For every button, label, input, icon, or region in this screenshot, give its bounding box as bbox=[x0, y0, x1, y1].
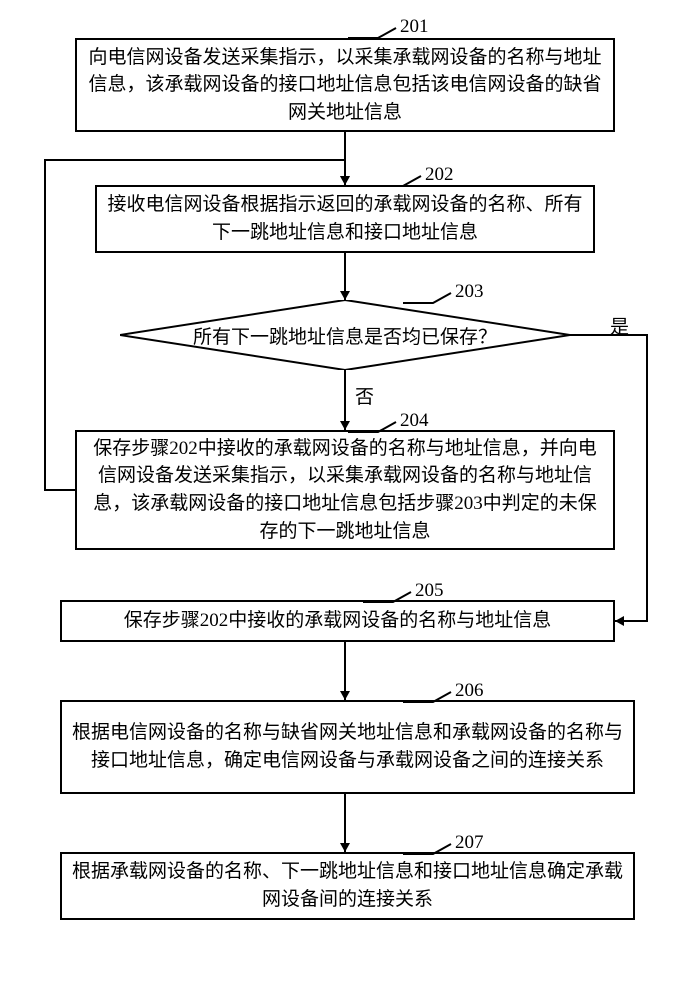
step-label-206: 206 bbox=[455, 680, 484, 702]
step-label-202: 202 bbox=[425, 164, 454, 186]
step-label-207: 207 bbox=[455, 832, 484, 854]
step-206-text: 根据电信网设备的名称与缺省网关地址信息和承载网设备的名称与接口地址信息，确定电信… bbox=[72, 719, 623, 774]
step-201-box: 向电信网设备发送采集指示，以采集承载网设备的名称与地址信息，该承载网设备的接口地… bbox=[75, 38, 615, 132]
step-205-box: 保存步骤202中接收的承载网设备的名称与地址信息 bbox=[60, 600, 615, 642]
edge-label-否: 否 bbox=[355, 382, 374, 409]
step-202-box: 接收电信网设备根据指示返回的承载网设备的名称、所有下一跳地址信息和接口地址信息 bbox=[95, 185, 595, 253]
step-202-text: 接收电信网设备根据指示返回的承载网设备的名称、所有下一跳地址信息和接口地址信息 bbox=[107, 191, 583, 246]
step-204-box: 保存步骤202中接收的承载网设备的名称与地址信息，并向电信网设备发送采集指示，以… bbox=[75, 430, 615, 550]
step-203-diamond: 所有下一跳地址信息是否均已保存？ bbox=[120, 300, 570, 370]
step-205-text: 保存步骤202中接收的承载网设备的名称与地址信息 bbox=[124, 607, 552, 635]
step-label-201: 201 bbox=[400, 16, 429, 38]
step-201-text: 向电信网设备发送采集指示，以采集承载网设备的名称与地址信息，该承载网设备的接口地… bbox=[87, 44, 603, 127]
step-204-text: 保存步骤202中接收的承载网设备的名称与地址信息，并向电信网设备发送采集指示，以… bbox=[87, 435, 603, 545]
step-207-text: 根据承载网设备的名称、下一跳地址信息和接口地址信息确定承载网设备间的连接关系 bbox=[72, 858, 623, 913]
edge-n205-n206 bbox=[335, 632, 355, 710]
step-203-text: 所有下一跳地址信息是否均已保存？ bbox=[193, 322, 497, 349]
step-label-204: 204 bbox=[400, 410, 429, 432]
step-207-box: 根据承载网设备的名称、下一跳地址信息和接口地址信息确定承载网设备间的连接关系 bbox=[60, 852, 635, 920]
step-label-203: 203 bbox=[455, 281, 484, 303]
step-label-205: 205 bbox=[415, 580, 444, 602]
flowchart-canvas: 否 是 向电信网设备发送采集指示，以采集承载网设备的名称与地址信息，该承载网设备的接… bbox=[20, 20, 672, 980]
edge-n206-n207 bbox=[335, 784, 355, 862]
edge-label-是: 是 bbox=[610, 312, 629, 339]
step-206-box: 根据电信网设备的名称与缺省网关地址信息和承载网设备的名称与接口地址信息，确定电信… bbox=[60, 700, 635, 794]
